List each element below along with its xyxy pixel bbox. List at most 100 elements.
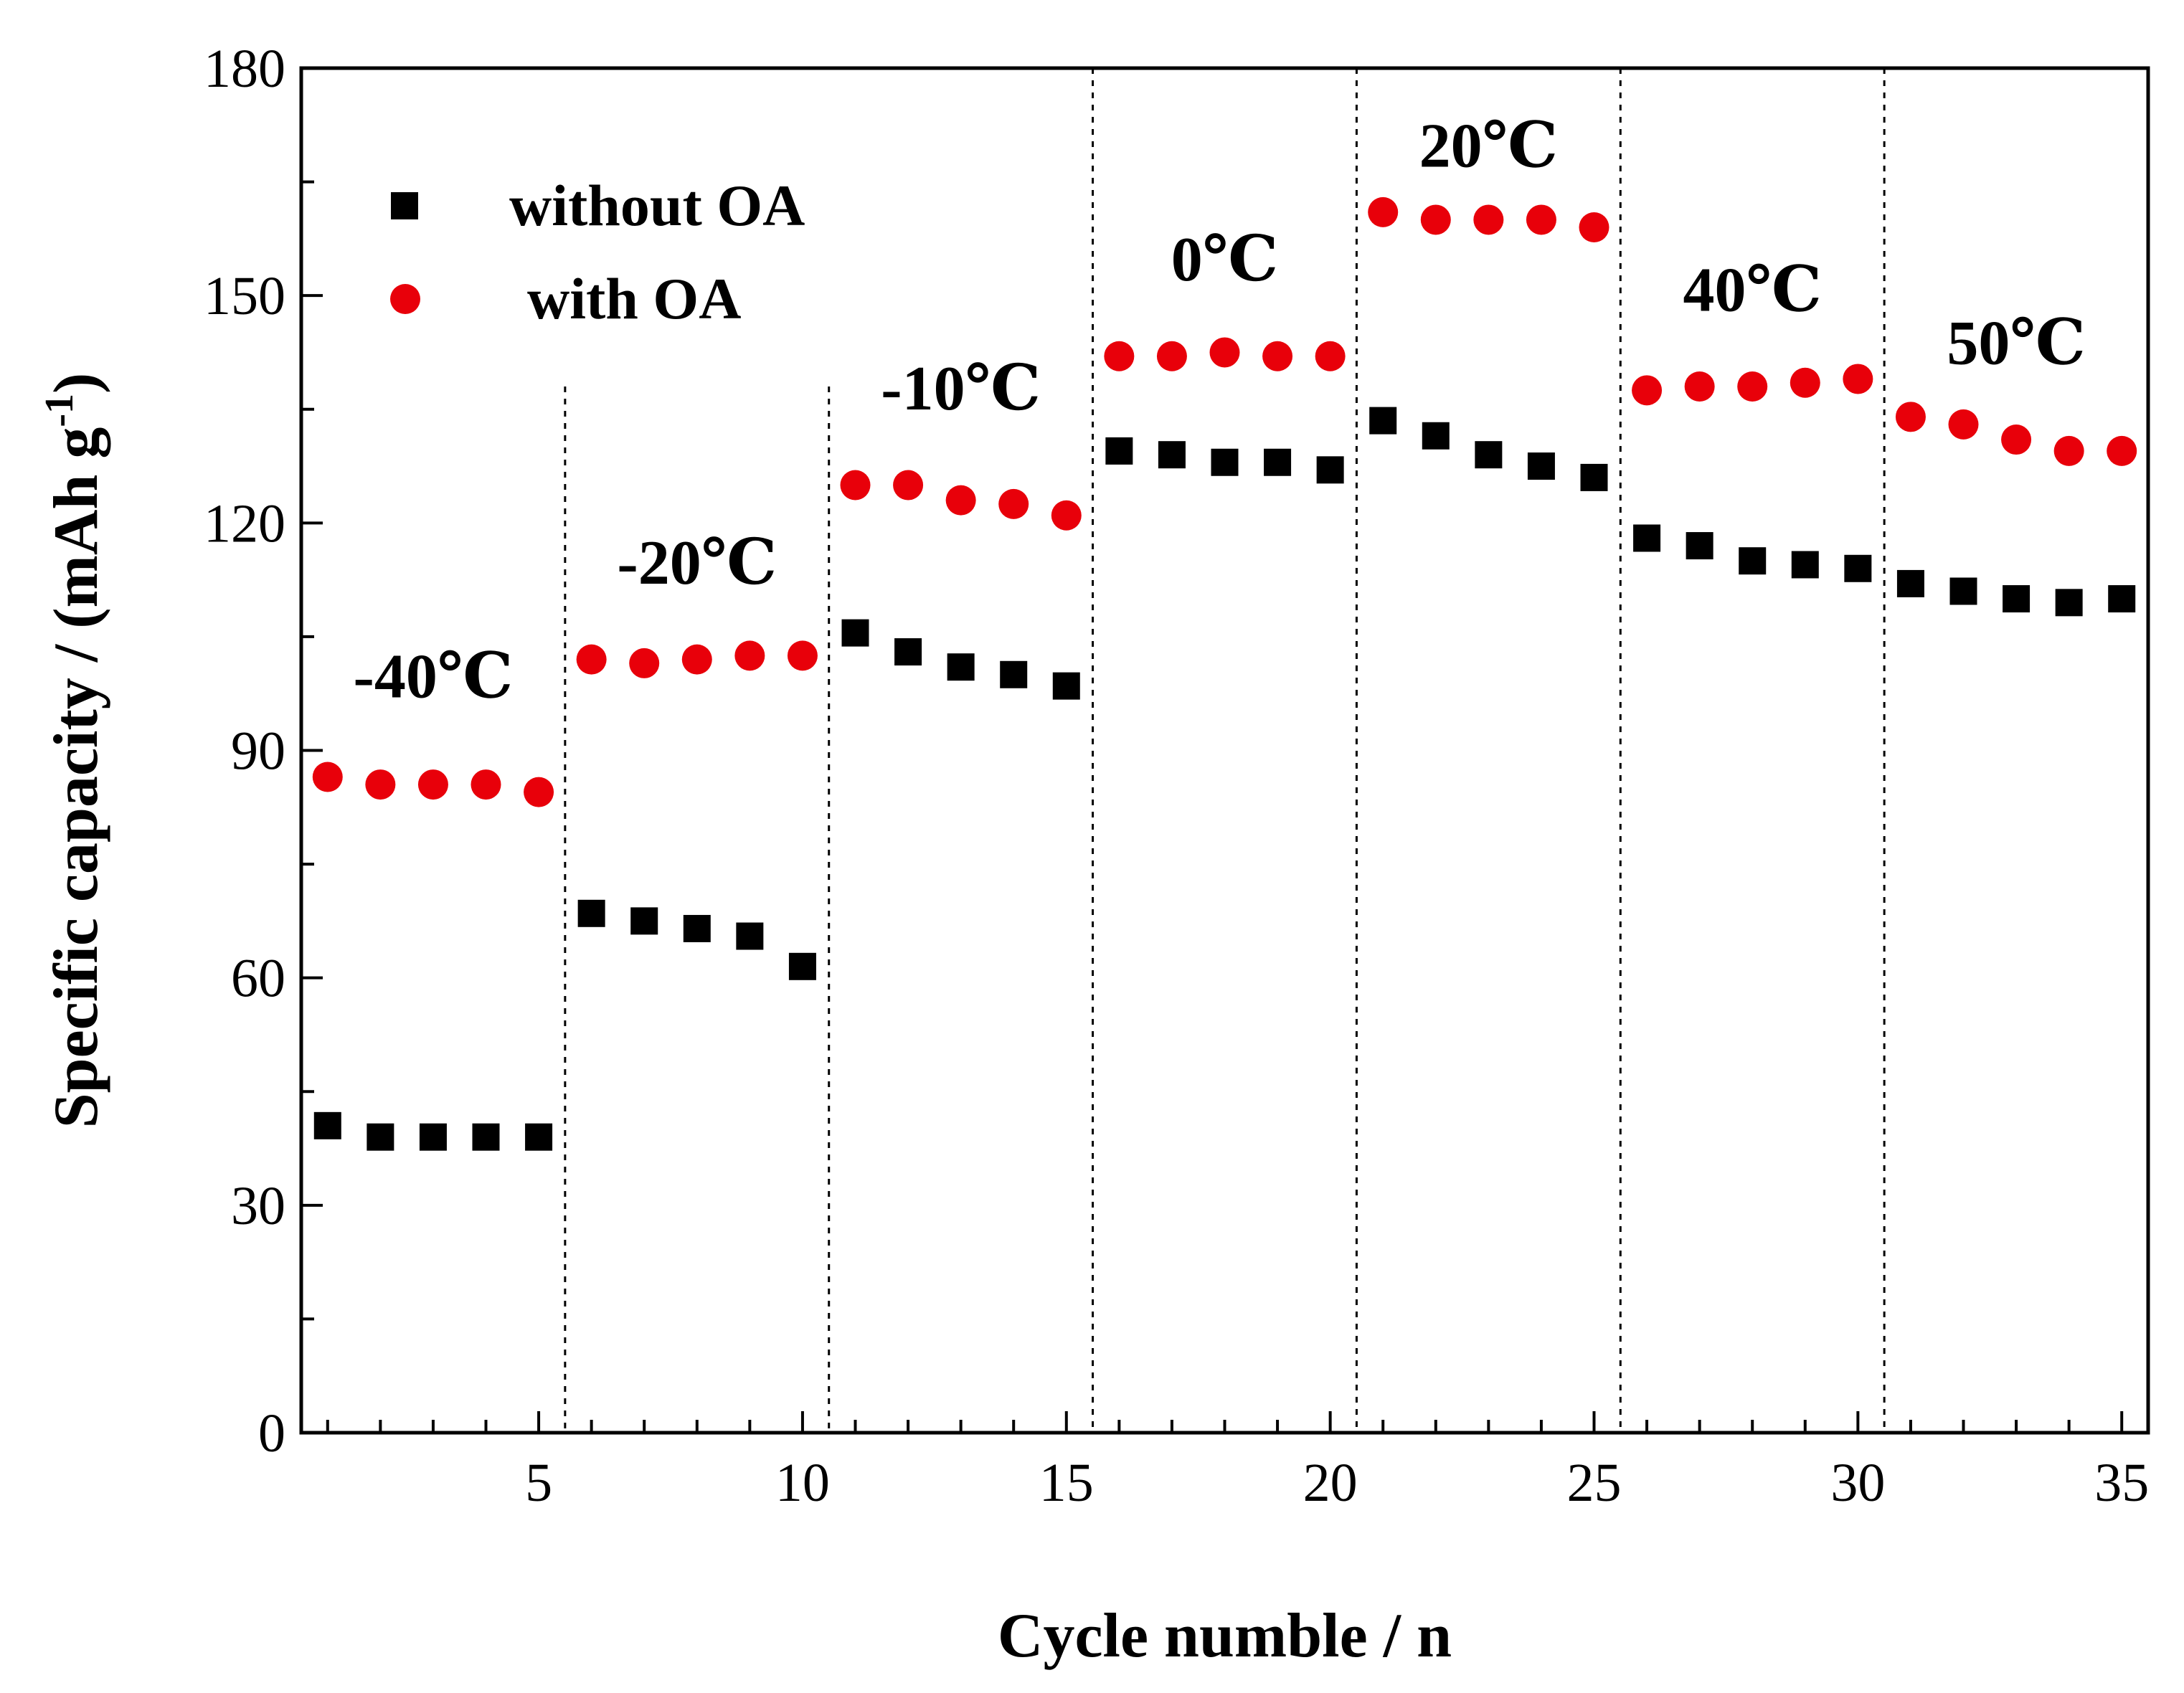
marker-without-oa (1422, 422, 1450, 450)
marker-with-oa (1895, 402, 1926, 432)
marker-without-oa (1105, 437, 1133, 465)
data-markers (312, 196, 2137, 1151)
marker-with-oa (1315, 341, 1346, 371)
marker-with-oa (1843, 364, 1873, 394)
marker-without-oa (2108, 585, 2136, 613)
marker-without-oa (630, 907, 658, 935)
x-axis: 5 10 15 20 25 30 35 (326, 1411, 2149, 1513)
marker-without-oa (894, 638, 922, 666)
marker-with-oa (417, 769, 448, 800)
marker-without-oa (1158, 441, 1186, 469)
marker-with-oa (1579, 212, 1609, 243)
marker-with-oa (1420, 204, 1451, 235)
marker-with-oa (1262, 341, 1293, 371)
y-axis-title-superscript: -1 (37, 394, 82, 427)
marker-without-oa (1949, 577, 1977, 605)
temperature-label: -10℃ (881, 354, 1041, 424)
y-tick-label: 180 (204, 39, 285, 99)
marker-without-oa (1739, 547, 1767, 575)
marker-with-oa (2001, 425, 2032, 455)
marker-without-oa (472, 1123, 500, 1151)
marker-with-oa (1473, 204, 1504, 235)
marker-without-oa (1052, 672, 1080, 700)
marker-without-oa (1844, 554, 1872, 582)
y-tick-label: 90 (231, 721, 285, 782)
marker-with-oa (1526, 204, 1556, 235)
y-tick-label: 60 (231, 949, 285, 1009)
marker-with-oa (1104, 341, 1135, 371)
temperature-dividers (564, 68, 1886, 1433)
x-axis-title: Cycle numble / n (998, 1601, 1452, 1671)
marker-with-oa (471, 769, 501, 800)
y-axis: 0 30 60 90 120 150 180 (204, 39, 323, 1464)
marker-without-oa (1369, 407, 1397, 435)
temperature-label: 0℃ (1171, 225, 1278, 295)
temperature-label: 20℃ (1419, 111, 1558, 181)
temperature-label: -20℃ (617, 528, 777, 598)
marker-with-oa (2107, 435, 2137, 466)
x-tick-label: 5 (525, 1453, 552, 1513)
marker-without-oa (1686, 532, 1713, 560)
marker-without-oa (419, 1123, 447, 1151)
marker-with-oa (1209, 337, 1240, 368)
marker-without-oa (1633, 524, 1661, 552)
marker-without-oa (2003, 585, 2031, 613)
marker-without-oa (2055, 589, 2083, 617)
marker-without-oa (1211, 448, 1239, 476)
legend-marker-without-oa (391, 192, 418, 219)
marker-with-oa (365, 769, 396, 800)
y-tick-label: 0 (258, 1403, 285, 1464)
marker-without-oa (1264, 448, 1292, 476)
marker-with-oa (1156, 341, 1187, 371)
marker-without-oa (683, 914, 711, 942)
marker-with-oa (681, 644, 712, 675)
x-tick-label: 25 (1567, 1453, 1622, 1513)
temperature-label: -40℃ (354, 642, 514, 711)
legend-label-with-oa: with OA (527, 266, 741, 331)
marker-with-oa (787, 640, 818, 671)
marker-without-oa (367, 1123, 394, 1151)
marker-without-oa (1000, 660, 1028, 688)
temperature-label: 40℃ (1683, 255, 1821, 325)
marker-with-oa (1051, 500, 1082, 531)
marker-with-oa (1948, 409, 1979, 440)
x-tick-label: 20 (1303, 1453, 1358, 1513)
legend-label-without-oa: without OA (509, 173, 805, 238)
marker-without-oa (1580, 463, 1608, 491)
marker-without-oa (525, 1123, 553, 1151)
marker-without-oa (736, 922, 764, 950)
marker-without-oa (841, 619, 869, 647)
y-tick-label: 120 (204, 493, 285, 554)
y-axis-title: Specific capacity / (mAh g-1) (37, 373, 111, 1129)
marker-without-oa (1316, 456, 1344, 484)
marker-with-oa (945, 485, 976, 516)
legend: without OA with OA (390, 173, 805, 331)
marker-with-oa (840, 470, 871, 501)
marker-with-oa (1790, 367, 1820, 398)
y-axis-title-main: Specific capacity / (mAh g (42, 427, 111, 1129)
marker-with-oa (1368, 196, 1399, 227)
marker-with-oa (998, 488, 1029, 519)
marker-without-oa (947, 653, 975, 681)
y-axis-title-close: ) (42, 373, 111, 394)
x-tick-label: 15 (1039, 1453, 1094, 1513)
temperature-labels: -40℃ -20℃ -10℃ 0℃ 20℃ 40℃ 50℃ (354, 111, 2086, 711)
temperature-label: 50℃ (1947, 308, 2085, 378)
marker-without-oa (577, 899, 605, 927)
marker-with-oa (1684, 371, 1715, 402)
y-tick-label: 30 (231, 1176, 285, 1236)
marker-without-oa (1896, 569, 1924, 597)
marker-with-oa (524, 777, 554, 807)
marker-without-oa (1527, 452, 1555, 480)
marker-without-oa (1791, 551, 1819, 579)
marker-with-oa (893, 470, 924, 501)
marker-with-oa (734, 640, 765, 671)
x-tick-label: 30 (1830, 1453, 1885, 1513)
marker-without-oa (313, 1111, 341, 1139)
x-tick-label: 10 (775, 1453, 830, 1513)
marker-with-oa (2053, 435, 2084, 466)
marker-with-oa (1632, 375, 1663, 406)
y-tick-label: 150 (204, 266, 285, 326)
marker-without-oa (1475, 441, 1503, 469)
